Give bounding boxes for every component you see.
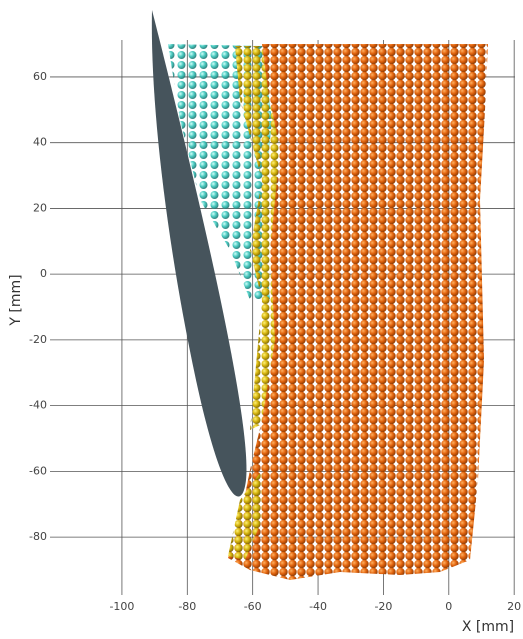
y-tick-label: 60: [33, 70, 47, 83]
x-axis-label: X [mm]: [462, 619, 514, 635]
y-tick-label: 0: [40, 267, 47, 280]
chart: X [mm] Y [mm] -100 -80 -60 -40 -20 0 20 -80 -60 -…: [0, 0, 523, 639]
x-tick-label: 0: [445, 600, 452, 613]
x-tick-label: -100: [109, 600, 134, 613]
y-axis-label: Y [mm]: [8, 274, 24, 326]
y-tick-label: 40: [33, 136, 47, 149]
y-tick-label: -60: [29, 464, 47, 477]
x-tick-label: 20: [507, 600, 521, 613]
x-tick-label: -20: [374, 600, 392, 613]
y-tick-label: -80: [29, 530, 47, 543]
x-tick-label: -60: [244, 600, 262, 613]
y-tick-label: -40: [29, 399, 47, 412]
x-tick-label: -40: [309, 600, 327, 613]
x-tick-label: -80: [178, 600, 196, 613]
y-tick-label: 20: [33, 201, 47, 214]
y-tick-label: -20: [29, 333, 47, 346]
